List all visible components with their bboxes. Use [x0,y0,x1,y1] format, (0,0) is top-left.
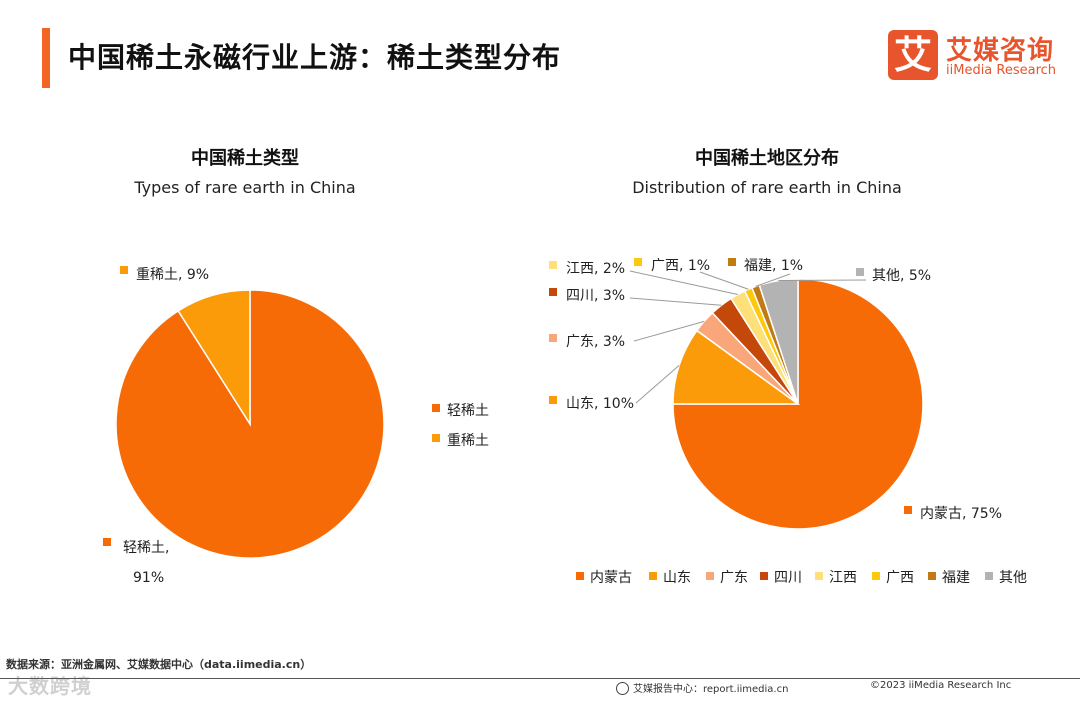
chart2-data-label-2: 广东, 3% [566,334,625,350]
chart2-slice-1 [672,329,801,405]
chart2-label-marker-1 [549,396,557,404]
chart2-label-marker-2 [549,334,557,342]
logo-text-cn: 艾媒咨询 [946,36,1055,66]
chart2-leader-line-2 [633,320,705,342]
footer-site: 艾媒报告中心：report.iimedia.cn [616,680,788,695]
chart2-label-marker-5 [634,258,642,266]
chart2-label-marker-4 [549,261,557,269]
chart1-label-marker-0 [103,538,111,546]
chart2-legend-marker-0 [576,572,584,580]
chart1-title: 中国稀土类型 [191,148,299,169]
chart1-legend-label-1: 重稀土 [447,433,489,449]
chart1-data-label-1: 重稀土, 9% [136,267,209,283]
page-title: 中国稀土永磁行业上游：稀土类型分布 [68,41,562,74]
chart2-label-marker-7 [856,268,864,276]
chart2-leader-line-5 [699,271,749,290]
chart2-legend-marker-1 [649,572,657,580]
chart1-slice-1 [177,289,251,427]
chart2-subtitle: Distribution of rare earth in China [632,178,902,197]
chart2-label-marker-3 [549,288,557,296]
chart2-legend-label-5: 广西 [886,570,914,586]
chart2-title: 中国稀土地区分布 [695,148,839,169]
chart2-leader-line-3 [629,297,722,306]
chart2-data-label-3: 四川, 3% [566,288,625,304]
chart2-data-label-7: 其他, 5% [872,268,931,284]
chart2-label-marker-0 [904,506,912,514]
chart2-data-label-5: 广西, 1% [651,258,710,274]
chart2-legend-marker-3 [760,572,768,580]
chart2-data-label-1: 山东, 10% [566,396,634,412]
chart2-legend-label-6: 福建 [942,570,970,586]
chart1-label-marker-1 [120,266,128,274]
chart2-legend-marker-2 [706,572,714,580]
footer-divider [0,678,1080,679]
chart2-legend-label-0: 内蒙古 [590,570,632,586]
chart2-legend-marker-6 [928,572,936,580]
title-accent-bar [42,28,50,88]
chart2-leader-line-4 [629,270,738,295]
footer-copyright: ©2023 iiMedia Research Inc [870,680,1012,691]
chart2-leader-line-7 [778,279,867,282]
chart2-data-label-0: 内蒙古, 75% [920,506,1002,522]
chart2-leader-line-6 [755,273,791,287]
chart1-data-label-0b: 91% [133,570,164,586]
chart1-legend-label-0: 轻稀土 [447,403,489,419]
chart1-subtitle: Types of rare earth in China [134,178,356,197]
chart2-legend-marker-4 [815,572,823,580]
chart2-legend-label-1: 山东 [663,570,691,586]
chart2-data-label-4: 江西, 2% [566,261,625,277]
chart2-legend-label-4: 江西 [829,570,857,586]
globe-icon [616,682,629,695]
chart2-leader-line-1 [635,364,680,404]
chart1-data-label-0: 轻稀土, [123,540,169,556]
data-source-note: 数据来源：亚洲金属网、艾媒数据中心（data.iimedia.cn） [6,658,312,671]
chart2-legend-label-3: 四川 [774,570,802,586]
footer-site-text: 艾媒报告中心：report.iimedia.cn [633,684,789,695]
chart2-slice-0 [672,278,924,530]
chart1-legend-marker-1 [432,434,440,442]
chart2-legend-marker-7 [985,572,993,580]
chart2-legend-label-7: 其他 [999,570,1027,586]
chart2-legend-label-2: 广东 [720,570,748,586]
chart1-legend-marker-0 [432,404,440,412]
brand-logo: 艾 艾媒咨询 iiMedia Research [888,30,1058,82]
chart2-legend-marker-5 [872,572,880,580]
watermark-text: 大数跨境 [8,674,92,698]
logo-mark-icon: 艾 [888,30,938,80]
chart2-label-marker-6 [728,258,736,266]
logo-text-en: iiMedia Research [946,63,1057,78]
chart2-data-label-6: 福建, 1% [744,258,803,274]
